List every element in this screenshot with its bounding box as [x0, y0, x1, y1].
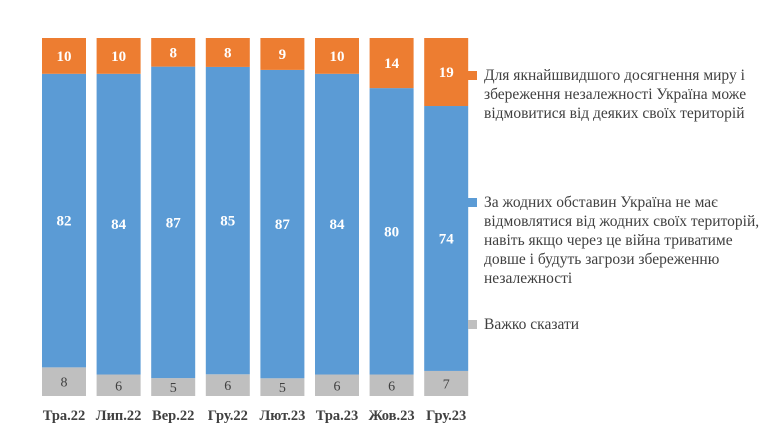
legend-swatch-no-concession — [468, 198, 477, 207]
bar-hard-to-say-6 — [369, 374, 414, 396]
bar-concession-0 — [42, 38, 86, 74]
data-label-concession-7: 19 — [439, 65, 454, 81]
data-label-hard-to-say-2: 5 — [170, 381, 177, 396]
data-label-no-concession-1: 84 — [111, 217, 127, 233]
data-label-concession-1: 10 — [111, 49, 126, 65]
x-tick-label-1: Лип.22 — [96, 408, 142, 424]
data-label-hard-to-say-1: 6 — [115, 379, 122, 394]
data-label-hard-to-say-7: 7 — [443, 377, 450, 392]
data-label-no-concession-7: 74 — [439, 231, 455, 247]
data-label-hard-to-say-4: 5 — [279, 381, 286, 396]
x-tick-label-5: Тра.23 — [316, 408, 359, 424]
bar-concession-3 — [205, 38, 250, 67]
data-label-concession-3: 8 — [224, 45, 232, 61]
data-label-concession-0: 10 — [57, 49, 72, 65]
bar-concession-5 — [315, 38, 359, 74]
data-label-hard-to-say-6: 6 — [388, 379, 395, 394]
bar-no-concession-1 — [96, 73, 141, 375]
legend-label-no-concession: За жодних обставин Україна не має відмов… — [484, 194, 760, 287]
x-tick-label-4: Лют.23 — [259, 408, 305, 424]
bar-hard-to-say-1 — [96, 374, 141, 396]
bar-concession-4 — [260, 38, 305, 70]
data-label-no-concession-2: 87 — [166, 215, 182, 231]
data-label-concession-6: 14 — [384, 56, 400, 72]
bar-concession-7 — [424, 38, 469, 107]
data-label-no-concession-5: 84 — [330, 217, 346, 233]
legend-label-concession: Для якнайшвидшого досягнення миру і збер… — [484, 67, 747, 122]
bar-concession-6 — [369, 38, 414, 89]
bar-no-concession-3 — [205, 66, 250, 375]
x-tick-label-6: Жов.23 — [369, 408, 415, 424]
bar-concession-1 — [96, 38, 141, 74]
bar-no-concession-5 — [315, 73, 359, 375]
bar-no-concession-7 — [424, 106, 469, 371]
bar-hard-to-say-0 — [42, 367, 86, 396]
data-label-concession-4: 9 — [279, 47, 287, 63]
bar-hard-to-say-7 — [424, 370, 469, 396]
legend-item-hard-to-say: Важко сказати — [468, 315, 764, 334]
data-label-concession-5: 10 — [330, 49, 345, 65]
bar-hard-to-say-2 — [151, 378, 196, 396]
bar-hard-to-say-5 — [315, 374, 359, 396]
data-label-hard-to-say-5: 6 — [334, 379, 341, 394]
data-label-hard-to-say-3: 6 — [224, 379, 231, 394]
x-tick-label-2: Вер.22 — [152, 408, 194, 424]
bar-no-concession-0 — [42, 73, 86, 368]
x-tick-label-0: Тра.22 — [43, 408, 86, 424]
legend-item-no-concession: За жодних обставин Україна не має відмов… — [468, 193, 764, 288]
bar-no-concession-6 — [369, 88, 414, 375]
bar-hard-to-say-4 — [260, 378, 305, 396]
bar-concession-2 — [151, 38, 196, 67]
data-label-concession-2: 8 — [169, 45, 177, 61]
bar-hard-to-say-3 — [205, 374, 250, 396]
x-tick-label-7: Гру.23 — [426, 408, 466, 424]
bar-no-concession-4 — [260, 69, 305, 379]
data-label-hard-to-say-0: 8 — [61, 376, 68, 391]
data-label-no-concession-6: 80 — [384, 224, 399, 240]
legend-swatch-concession — [468, 71, 477, 80]
data-label-no-concession-0: 82 — [57, 214, 72, 230]
data-label-no-concession-3: 85 — [220, 214, 235, 230]
legend-label-hard-to-say: Важко сказати — [484, 316, 580, 333]
legend-swatch-hard-to-say — [468, 320, 477, 329]
legend-item-concession: Для якнайшвидшого досягнення миру і збер… — [468, 66, 764, 123]
x-tick-label-3: Гру.22 — [208, 408, 248, 424]
bar-no-concession-2 — [151, 66, 196, 379]
data-label-no-concession-4: 87 — [275, 217, 291, 233]
